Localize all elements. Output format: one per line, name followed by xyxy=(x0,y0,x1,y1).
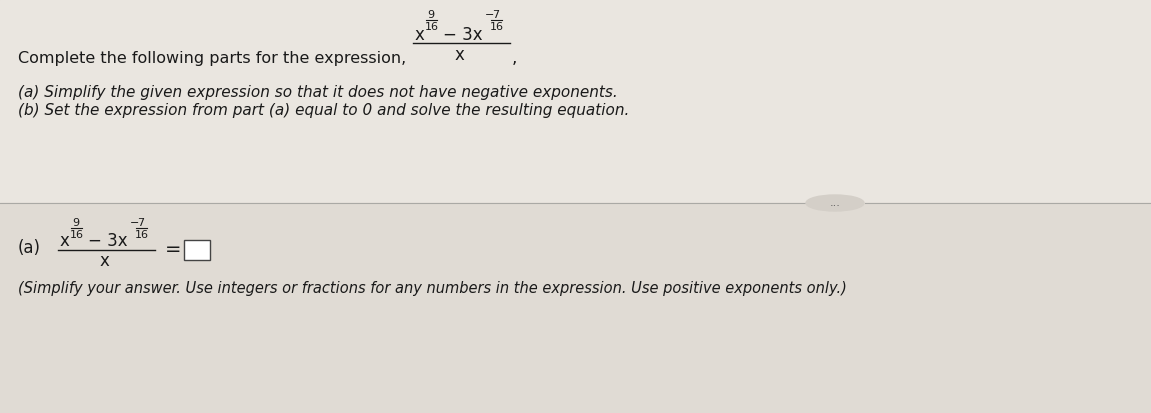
Text: − 3x: − 3x xyxy=(443,26,482,44)
Text: 9: 9 xyxy=(73,218,79,228)
Text: ...: ... xyxy=(830,198,840,208)
Text: x: x xyxy=(416,26,425,44)
Text: 16: 16 xyxy=(425,22,439,32)
FancyBboxPatch shape xyxy=(184,240,209,260)
Text: 7: 7 xyxy=(491,10,500,20)
Text: (Simplify your answer. Use integers or fractions for any numbers in the expressi: (Simplify your answer. Use integers or f… xyxy=(18,280,847,295)
Text: Complete the following parts for the expression,: Complete the following parts for the exp… xyxy=(18,50,406,66)
Bar xyxy=(0,0,1151,208)
Text: (a): (a) xyxy=(18,239,41,257)
Text: =: = xyxy=(165,240,182,259)
Text: 7: 7 xyxy=(137,218,144,228)
Ellipse shape xyxy=(806,195,864,211)
Text: 9: 9 xyxy=(427,10,434,20)
Text: x: x xyxy=(60,232,70,250)
Text: x: x xyxy=(99,252,109,270)
Text: 16: 16 xyxy=(490,22,504,32)
Text: − 3x: − 3x xyxy=(87,232,128,250)
Text: (b) Set the expression from part (a) equal to 0 and solve the resulting equation: (b) Set the expression from part (a) equ… xyxy=(18,104,630,119)
Text: 16: 16 xyxy=(135,230,148,240)
Text: −: − xyxy=(485,10,495,20)
Text: ,: , xyxy=(512,49,518,67)
Text: x: x xyxy=(453,46,464,64)
Bar xyxy=(0,203,1151,413)
Text: (a) Simplify the given expression so that it does not have negative exponents.: (a) Simplify the given expression so tha… xyxy=(18,85,618,100)
Text: −: − xyxy=(130,218,139,228)
Text: 16: 16 xyxy=(70,230,84,240)
